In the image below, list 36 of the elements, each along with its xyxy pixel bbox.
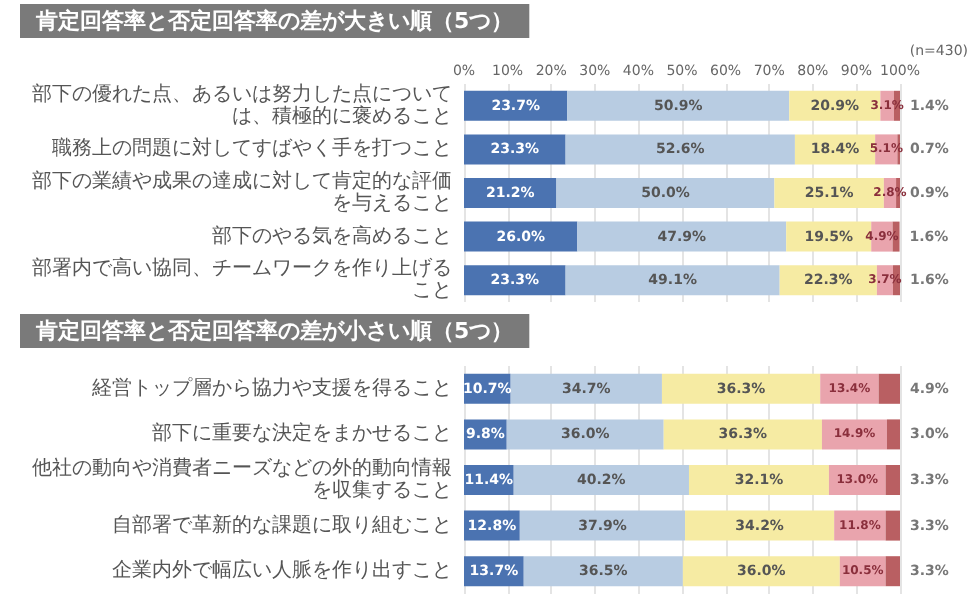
y-tick-label: 部署内で高い協同、チームワークを作り上げること [32, 256, 452, 303]
y-tick-label: 他社の動向や消費者ニーズなどの外的動向情報を収集すること [32, 456, 452, 502]
bar [688, 465, 829, 495]
bar [567, 90, 790, 121]
bar [577, 221, 787, 252]
bar [565, 265, 780, 296]
y-tick-label: 職務上の問題に対してすばやく手を打つこと [52, 136, 452, 161]
bar [663, 419, 822, 450]
bar [464, 221, 578, 252]
y-tick-label: 部下に重要な決定をまかせること [152, 421, 452, 446]
y-tick-label: 部下の優れた点、あるいは努力した点については、積極的に褒めること [32, 81, 452, 128]
bar [886, 419, 900, 450]
y-tick-label: 自部署で革新的な課題に取り組むこと [112, 512, 452, 537]
bar [464, 134, 566, 165]
y-tick-label: 企業内外で幅広い人脈を作り出すこと [112, 558, 452, 583]
bar [464, 265, 566, 296]
bar [510, 373, 662, 404]
text: 肯定回答率と否定回答率の差が大きい順（5つ） [34, 8, 514, 34]
bar [464, 90, 568, 121]
text: 肯定回答率と否定回答率の差が小さい順（5つ） [34, 318, 514, 344]
bar [519, 510, 686, 541]
bar [513, 465, 689, 495]
bar [661, 373, 821, 404]
bar [556, 178, 775, 208]
bar [685, 510, 835, 541]
bar [682, 556, 840, 587]
bar [885, 510, 900, 541]
bar [565, 134, 795, 165]
y-tick-label: 部下の業績や成果の達成に対して肯定的な評価を与えること [32, 169, 452, 215]
bar [523, 556, 683, 587]
bar [506, 419, 664, 450]
bar [878, 373, 900, 404]
bar [885, 465, 900, 495]
bar [885, 556, 900, 587]
y-tick-label: 部下のやる気を高めること [212, 223, 452, 248]
y-tick-label: 経営トップ層から協力や支援を得ること [90, 375, 452, 400]
